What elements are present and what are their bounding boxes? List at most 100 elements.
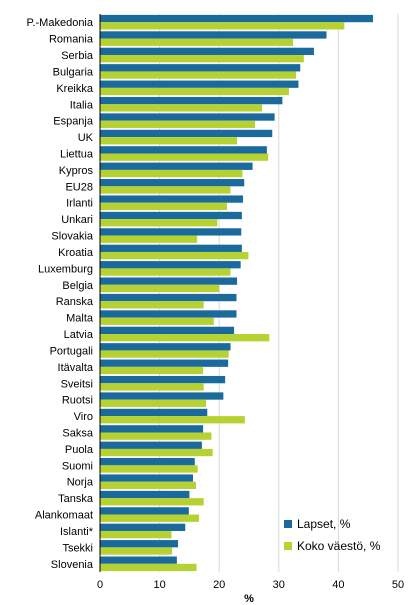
bars	[100, 14, 373, 572]
legend-swatch-lapset	[284, 520, 292, 528]
bar-ranska-koko-vaesto	[100, 301, 204, 309]
category-label-kroatia: Kroatia	[58, 247, 94, 259]
x-tick-labels: 0 10 20 30 40 50	[97, 579, 404, 591]
bar-eu28-lapset	[100, 179, 245, 187]
bar-latvia-lapset	[100, 326, 235, 335]
category-label-itävalta: Itävalta	[58, 362, 94, 374]
bar-itävalta-lapset	[100, 359, 229, 367]
category-label-belgia: Belgia	[62, 280, 93, 292]
bar-kroatia-koko-vaesto	[100, 251, 249, 260]
bar-slovakia-koko-vaesto	[100, 235, 198, 243]
bar-romania-lapset	[100, 31, 327, 39]
x-tick-label-0: 0	[97, 579, 103, 591]
bar-slovenia-lapset	[100, 556, 177, 564]
category-label-saksa: Saksa	[62, 428, 93, 440]
bar-norja-koko-vaesto	[100, 481, 196, 490]
bar-tsekki-lapset	[100, 540, 179, 548]
bar-uk-koko-vaesto	[100, 137, 238, 145]
bar-kreikka-koko-vaesto	[100, 87, 289, 96]
bar-p-makedonia-lapset	[100, 14, 373, 23]
bar-irlanti-koko-vaesto	[100, 202, 227, 211]
bar-portugali-koko-vaesto	[100, 350, 229, 358]
bar-malta-lapset	[100, 310, 237, 318]
category-label-espanja: Espanja	[53, 116, 94, 128]
category-label-serbia: Serbia	[61, 50, 94, 62]
category-label-viro: Viro	[74, 411, 93, 423]
bar-luxemburg-koko-vaesto	[100, 268, 231, 276]
bar-kypros-koko-vaesto	[100, 169, 243, 178]
bar-unkari-lapset	[100, 211, 242, 220]
category-label-italia: Italia	[70, 99, 94, 111]
bar-saksa-lapset	[100, 425, 204, 433]
category-label-norja: Norja	[67, 477, 94, 489]
bar-luxemburg-lapset	[100, 261, 241, 269]
category-label-irlanti: Irlanti	[66, 198, 93, 210]
category-label-bulgaria: Bulgaria	[53, 66, 94, 78]
bar-suomi-lapset	[100, 458, 195, 466]
bar-puola-koko-vaesto	[100, 448, 213, 457]
bar-ruotsi-lapset	[100, 392, 224, 400]
x-tick-label-40: 40	[332, 579, 344, 591]
bar-ruotsi-koko-vaesto	[100, 399, 207, 407]
bar-islanti-koko-vaesto	[100, 530, 172, 539]
category-label-slovenia: Slovenia	[51, 559, 94, 571]
category-label-uk: UK	[78, 132, 94, 144]
bar-itävalta-koko-vaesto	[100, 366, 204, 375]
x-tick-label-10: 10	[153, 579, 165, 591]
bar-alankomaat-koko-vaesto	[100, 514, 199, 522]
category-label-alankomaat: Alankomaat	[35, 510, 93, 522]
x-tick-label-50: 50	[392, 579, 404, 591]
bar-serbia-koko-vaesto	[100, 55, 304, 63]
bar-liettua-koko-vaesto	[100, 153, 269, 161]
bar-tsekki-koko-vaesto	[100, 547, 173, 555]
category-label-kypros: Kypros	[59, 165, 94, 177]
bar-romania-koko-vaesto	[100, 38, 294, 46]
category-label-kreikka: Kreikka	[56, 83, 94, 95]
bar-islanti-lapset	[100, 523, 186, 531]
category-label-luxemburg: Luxemburg	[38, 263, 93, 275]
category-label-malta: Malta	[66, 313, 94, 325]
bar-irlanti-lapset	[100, 195, 244, 203]
category-label-islanti: Islanti*	[60, 526, 94, 538]
bar-norja-lapset	[100, 474, 193, 482]
bar-sveitsi-koko-vaesto	[100, 383, 204, 391]
bar-liettua-lapset	[100, 146, 267, 154]
bar-kreikka-lapset	[100, 80, 299, 88]
category-label-portugali: Portugali	[50, 345, 93, 357]
bar-latvia-koko-vaesto	[100, 334, 270, 342]
x-tick-label-30: 30	[273, 579, 285, 591]
category-label-sveitsi: Sveitsi	[61, 378, 93, 390]
bar-uk-lapset	[100, 129, 273, 138]
bar-puola-lapset	[100, 441, 202, 449]
bar-p-makedonia-koko-vaesto	[100, 22, 345, 30]
bar-tanska-koko-vaesto	[100, 498, 204, 506]
category-label-puola: Puola	[65, 444, 94, 456]
bar-ranska-lapset	[100, 293, 237, 302]
bar-kypros-lapset	[100, 162, 253, 170]
x-tick-label-20: 20	[213, 579, 225, 591]
bar-bulgaria-koko-vaesto	[100, 71, 297, 79]
bar-bulgaria-lapset	[100, 64, 301, 72]
bar-suomi-koko-vaesto	[100, 465, 198, 473]
category-label-tsekki: Tsekki	[62, 542, 93, 554]
legend-swatch-koko-vaesto	[284, 542, 292, 550]
legend: Lapset, % Koko väestö, %	[284, 517, 381, 553]
legend-label-lapset: Lapset, %	[297, 517, 351, 531]
category-label-ruotsi: Ruotsi	[62, 395, 93, 407]
category-label-slovakia: Slovakia	[51, 231, 93, 243]
bar-unkari-koko-vaesto	[100, 219, 218, 227]
bar-espanja-lapset	[100, 113, 275, 121]
bar-serbia-lapset	[100, 47, 314, 56]
bar-viro-koko-vaesto	[100, 416, 245, 424]
legend-label-koko-vaesto: Koko väestö, %	[297, 539, 381, 553]
category-labels: P.-Makedonia Romania Serbia Bulgaria Kreikka…	[27, 17, 94, 571]
bar-belgia-koko-vaesto	[100, 284, 220, 293]
category-label-p-makedonia: P.-Makedonia	[27, 17, 94, 29]
category-label-unkari: Unkari	[61, 214, 93, 226]
bar-portugali-lapset	[100, 343, 231, 351]
bar-tanska-lapset	[100, 490, 190, 499]
category-label-romania: Romania	[49, 34, 94, 46]
bar-italia-lapset	[100, 96, 283, 105]
bar-slovenia-koko-vaesto	[100, 563, 197, 572]
